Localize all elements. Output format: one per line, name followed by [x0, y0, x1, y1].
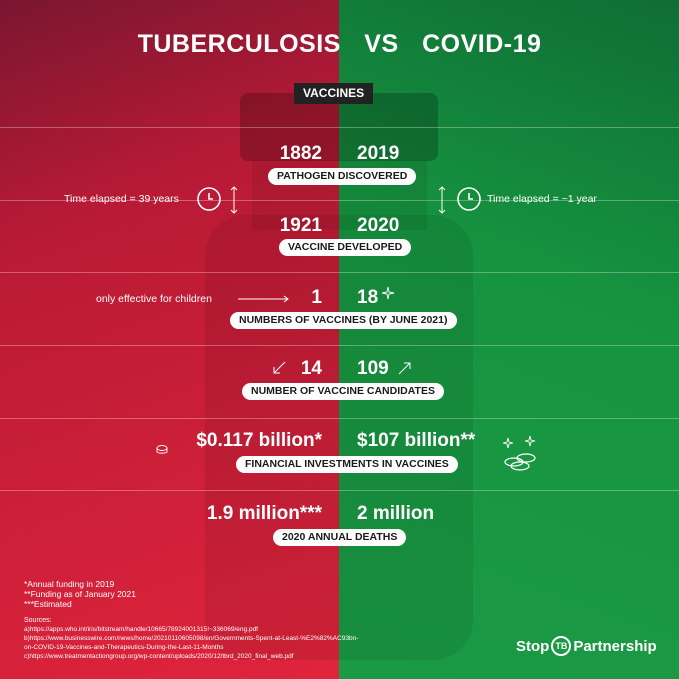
tb-candidates: 14: [300, 358, 322, 379]
source-link[interactable]: on-COVID-19-Vaccines-and-Therapeutics-Du…: [24, 644, 224, 651]
tuberculosis-panel: [0, 0, 339, 679]
vertical-arrow-icon: [230, 186, 238, 214]
investment-label: FINANCIAL INVESTMENTS IN VACCINES: [236, 456, 458, 473]
tb-vaccine-note: only effective for children: [96, 293, 212, 305]
title-left: TUBERCULOSIS: [137, 30, 341, 58]
divider-line: [0, 490, 679, 491]
covid-pathogen-year: 2019: [357, 143, 400, 164]
covid-time-elapsed: Time elapsed = ~1 year: [487, 193, 597, 205]
arrow-right-icon: [238, 295, 289, 303]
title-right: COVID-19: [422, 30, 542, 58]
divider-line: [0, 200, 679, 201]
footnote: *Annual funding in 2019: [24, 579, 115, 589]
logo-tb-mark: TB: [551, 636, 572, 656]
divider-line: [0, 418, 679, 419]
clock-icon: [457, 187, 481, 211]
coin-icon: [156, 445, 168, 454]
source-link[interactable]: b)https://www.businesswire.com/news/home…: [24, 635, 359, 642]
tb-pathogen-year: 1882: [279, 143, 322, 164]
logo-text-left: Stop: [516, 637, 550, 655]
divider-line: [0, 345, 679, 346]
sparkle-icon: [381, 286, 395, 300]
clock-icon: [197, 187, 221, 211]
pathogen-label: PATHOGEN DISCOVERED: [268, 168, 417, 185]
logo-text-right: Partnership: [573, 637, 657, 655]
covid-panel: [339, 0, 679, 679]
covid-candidates: 109: [357, 358, 389, 379]
covid-vaccine-year: 2020: [357, 215, 400, 236]
vial-body-shape: [205, 215, 473, 660]
title-vs: VS: [364, 30, 399, 58]
source-link[interactable]: a)https://apps.who.int/iris/bitstream/ha…: [24, 626, 258, 633]
tb-vaccine-count: 1: [311, 287, 322, 308]
tb-time-elapsed: Time elapsed = 39 years: [64, 193, 179, 205]
footnote: ***Estimated: [24, 599, 72, 609]
arrow-up-right-icon: [398, 362, 411, 375]
footnote: **Funding as of January 2021: [24, 589, 136, 599]
vaccine-count-label: NUMBERS OF VACCINES (BY JUNE 2021): [230, 312, 457, 329]
source-link[interactable]: c)https://www.treatmentactiongroup.org/w…: [24, 653, 294, 660]
divider-line: [0, 272, 679, 273]
candidates-label: NUMBER OF VACCINE CANDIDATES: [242, 383, 444, 400]
page-title: TUBERCULOSIS VS COVID-19: [0, 30, 679, 59]
arrow-down-left-icon: [273, 361, 286, 374]
coins-stack-icon: [502, 435, 536, 471]
vial-cap-shape: [240, 93, 438, 161]
tb-investment: $0.117 billion*: [196, 430, 322, 451]
deaths-label: 2020 ANNUAL DEATHS: [273, 529, 407, 546]
vaccine-developed-label: VACCINE DEVELOPED: [279, 239, 412, 256]
vertical-arrow-icon: [438, 186, 446, 214]
covid-investment: $107 billion**: [357, 430, 476, 451]
sources-heading: Sources:: [24, 617, 52, 624]
tb-deaths: 1.9 million***: [206, 503, 322, 524]
tb-vaccine-year: 1921: [279, 215, 322, 236]
covid-deaths: 2 million: [357, 503, 435, 524]
divider-line: [0, 127, 679, 128]
covid-vaccine-count: 18: [357, 287, 379, 308]
section-badge: VACCINES: [294, 83, 374, 104]
stop-tb-logo: Stop TB Partnership: [516, 636, 657, 656]
